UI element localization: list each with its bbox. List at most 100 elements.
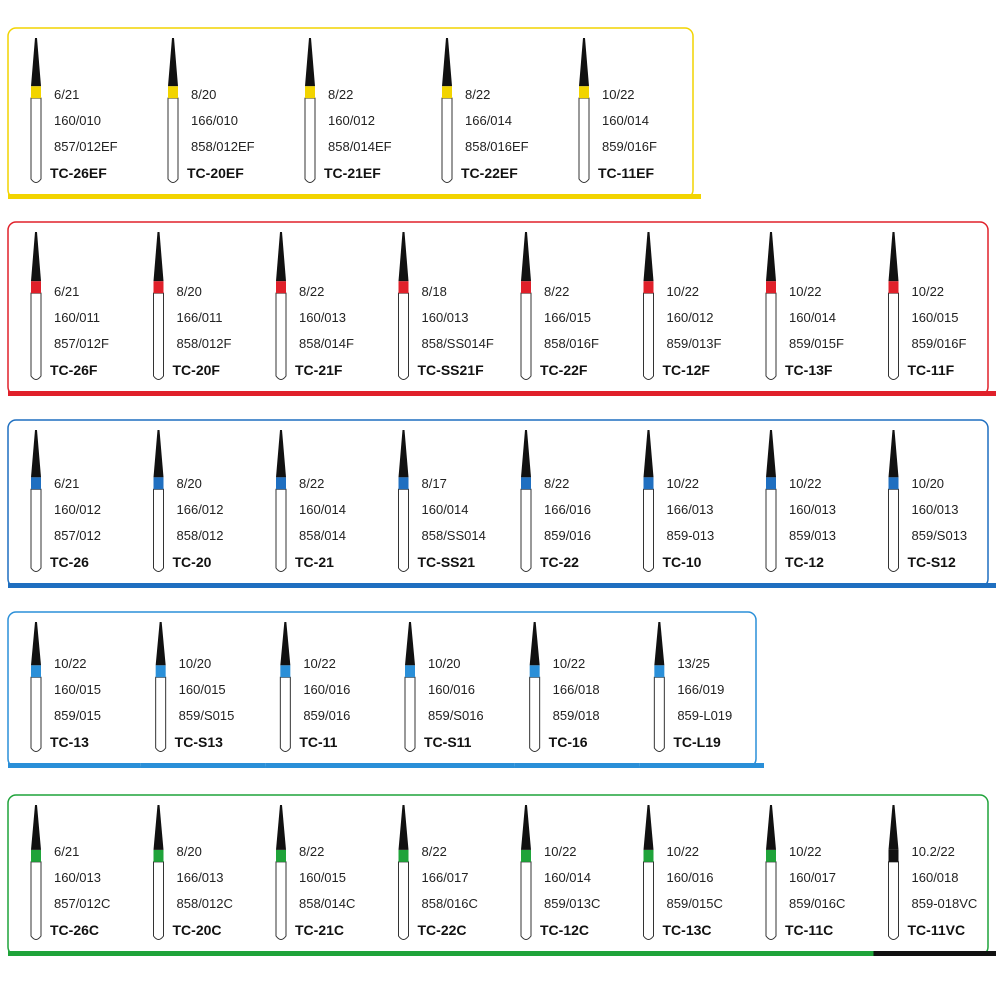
spec-line: 6/21 (54, 476, 79, 491)
product-code: TC-26 (50, 554, 89, 570)
product-code: TC-12F (663, 362, 711, 378)
product-code: TC-26EF (50, 165, 107, 181)
group-band (427, 194, 564, 199)
bur-band (766, 849, 776, 862)
product-code: TC-20C (173, 922, 222, 938)
spec-line: 857/012 (54, 528, 101, 543)
bur-shank (398, 292, 409, 380)
spec-line: 166/019 (677, 682, 724, 697)
bur-shank (30, 488, 42, 572)
bur-band (398, 281, 409, 294)
bur-band (398, 477, 409, 490)
spec-line: 859/S015 (179, 708, 235, 723)
group-band (153, 194, 290, 199)
group-band (8, 391, 139, 396)
bur-tip (398, 805, 409, 850)
spec-line: 858/014C (299, 896, 355, 911)
spec-line: 859-018VC (912, 896, 978, 911)
bur-band (766, 477, 776, 490)
group-band (8, 763, 141, 768)
spec-line: 8/18 (422, 284, 447, 299)
product-code: TC-26F (50, 362, 98, 378)
product-group: 6/21 160/013 857/012C TC-26C 8/20 166/013 858/… (7, 794, 996, 956)
spec-line: 10/20 (179, 656, 212, 671)
bur-band (31, 849, 41, 862)
bur-band (280, 665, 291, 678)
spec-line: 10/22 (544, 844, 577, 859)
spec-line: 859-L019 (677, 708, 732, 723)
group-band (514, 763, 640, 768)
bur-shank (275, 292, 287, 380)
bur-shank (520, 292, 532, 380)
bur-tip (398, 232, 409, 282)
bur-tip (766, 430, 776, 478)
spec-line: 6/21 (54, 284, 79, 299)
spec-line: 160/016 (428, 682, 475, 697)
product-code: TC-22F (540, 362, 588, 378)
group-band (383, 583, 506, 588)
spec-line: 160/014 (422, 502, 469, 517)
product-code: TC-12C (540, 922, 589, 938)
bur-band (276, 281, 286, 294)
bur-shank (578, 97, 590, 183)
bur-tip (31, 232, 41, 282)
bur-band (153, 849, 164, 862)
spec-line: 859/013 (789, 528, 836, 543)
spec-line: 8/22 (544, 476, 569, 491)
product-group: 6/21 160/012 857/012 TC-26 8/20 166/012 858/01… (7, 419, 996, 588)
spec-line: 10/20 (912, 476, 945, 491)
spec-line: 160/014 (544, 870, 591, 885)
product-group: 6/21 160/010 857/012EF TC-26EF 8/20 166/010 85… (7, 27, 701, 199)
bur-band (521, 477, 531, 490)
bur-band (155, 665, 166, 678)
product-code: TC-21 (295, 554, 334, 570)
spec-line: 10/22 (303, 656, 336, 671)
bur-tip (766, 232, 776, 282)
spec-line: 160/015 (179, 682, 226, 697)
spec-line: 8/22 (544, 284, 569, 299)
spec-line: 8/22 (422, 844, 447, 859)
spec-line: 857/012F (54, 336, 109, 351)
bur-tip (280, 622, 291, 666)
spec-line: 8/20 (191, 87, 216, 102)
spec-line: 160/012 (328, 113, 375, 128)
bur-shank (167, 97, 179, 183)
bur-shank (398, 488, 409, 572)
spec-line: 8/22 (299, 476, 324, 491)
bur-tip (398, 430, 409, 478)
spec-line: 166/013 (667, 502, 714, 517)
spec-line: 160/015 (299, 870, 346, 885)
spec-line: 859-013 (667, 528, 715, 543)
group-band (138, 583, 261, 588)
group-band (8, 583, 139, 588)
bur-band (529, 665, 540, 678)
spec-line: 858/SS014F (422, 336, 494, 351)
group-band (873, 391, 996, 396)
bur-band (405, 665, 415, 678)
spec-line: 166/018 (553, 682, 600, 697)
bur-band (643, 281, 654, 294)
group-band (628, 951, 751, 956)
group-band (873, 951, 996, 956)
product-group: 10/22 160/015 859/015 TC-13 10/20 160/015 859/… (7, 611, 764, 768)
spec-line: 166/016 (544, 502, 591, 517)
spec-line: 8/22 (328, 87, 353, 102)
spec-line: 160/015 (54, 682, 101, 697)
product-code: TC-21F (295, 362, 343, 378)
product-code: TC-11C (785, 922, 833, 938)
bur-tip (529, 622, 540, 666)
spec-line: 160/012 (54, 502, 101, 517)
bur-tip (766, 805, 776, 850)
product-code: TC-S11 (424, 734, 472, 750)
product-code: TC-13F (785, 362, 833, 378)
bur-band (766, 281, 776, 294)
spec-line: 10/22 (667, 284, 700, 299)
spec-line: 160/013 (422, 310, 469, 325)
bur-tip (276, 430, 286, 478)
bur-shank (888, 488, 899, 572)
product-code: TC-13 (50, 734, 89, 750)
spec-line: 6/21 (54, 844, 79, 859)
spec-line: 160/014 (602, 113, 649, 128)
spec-line: 8/22 (299, 844, 324, 859)
